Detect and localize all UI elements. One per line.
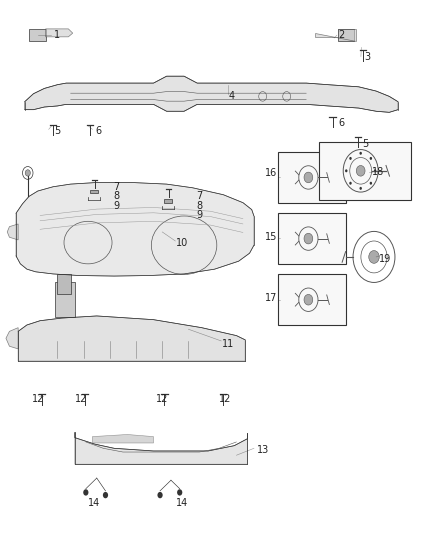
Text: 1: 1 <box>54 30 60 41</box>
Polygon shape <box>315 29 356 41</box>
Text: 12: 12 <box>32 394 44 405</box>
Circle shape <box>157 492 162 498</box>
Text: 14: 14 <box>88 498 101 508</box>
Text: 16: 16 <box>265 168 278 179</box>
Text: 10: 10 <box>176 238 188 247</box>
Text: 8: 8 <box>113 191 120 201</box>
Circle shape <box>304 172 313 183</box>
Text: 9: 9 <box>196 211 202 221</box>
Text: 7: 7 <box>113 182 120 192</box>
Polygon shape <box>92 434 153 443</box>
Text: 5: 5 <box>362 139 368 149</box>
Circle shape <box>304 294 313 305</box>
Bar <box>57 274 71 294</box>
Text: 6: 6 <box>96 126 102 136</box>
Text: 3: 3 <box>364 52 371 61</box>
Polygon shape <box>25 76 398 112</box>
Text: 2: 2 <box>338 30 344 41</box>
Bar <box>29 29 46 41</box>
Text: 18: 18 <box>372 167 385 177</box>
Bar <box>278 152 346 203</box>
Text: 5: 5 <box>54 126 60 136</box>
Circle shape <box>360 152 362 155</box>
Circle shape <box>370 157 372 160</box>
Text: 8: 8 <box>196 201 202 211</box>
Circle shape <box>360 187 362 190</box>
Bar <box>278 274 346 325</box>
Circle shape <box>103 492 108 498</box>
Bar <box>164 199 172 203</box>
Bar <box>319 142 411 200</box>
Text: 9: 9 <box>113 201 120 211</box>
Text: 17: 17 <box>265 293 278 303</box>
Text: 14: 14 <box>176 498 188 508</box>
Circle shape <box>370 182 372 185</box>
Text: 15: 15 <box>265 232 278 243</box>
Text: 11: 11 <box>222 338 234 349</box>
Polygon shape <box>18 316 245 361</box>
Circle shape <box>83 489 88 496</box>
Text: 6: 6 <box>338 118 344 128</box>
Bar <box>338 29 354 41</box>
Circle shape <box>369 251 379 263</box>
Text: 7: 7 <box>196 191 202 201</box>
Circle shape <box>357 165 365 176</box>
Circle shape <box>349 182 352 185</box>
Circle shape <box>304 233 313 244</box>
Text: 12: 12 <box>156 394 169 405</box>
Circle shape <box>349 157 352 160</box>
Polygon shape <box>46 29 73 37</box>
Circle shape <box>345 169 347 172</box>
Polygon shape <box>16 182 254 276</box>
Text: 19: 19 <box>379 254 391 263</box>
Circle shape <box>374 169 376 172</box>
Circle shape <box>25 169 30 176</box>
Circle shape <box>177 489 182 496</box>
Bar <box>90 190 98 193</box>
Text: 4: 4 <box>229 91 235 101</box>
Text: 12: 12 <box>219 394 232 405</box>
Polygon shape <box>7 224 18 240</box>
Bar <box>278 213 346 264</box>
Text: 13: 13 <box>257 445 269 455</box>
Polygon shape <box>75 432 247 464</box>
Text: 12: 12 <box>75 394 88 405</box>
Bar <box>55 282 75 317</box>
Polygon shape <box>6 328 18 349</box>
